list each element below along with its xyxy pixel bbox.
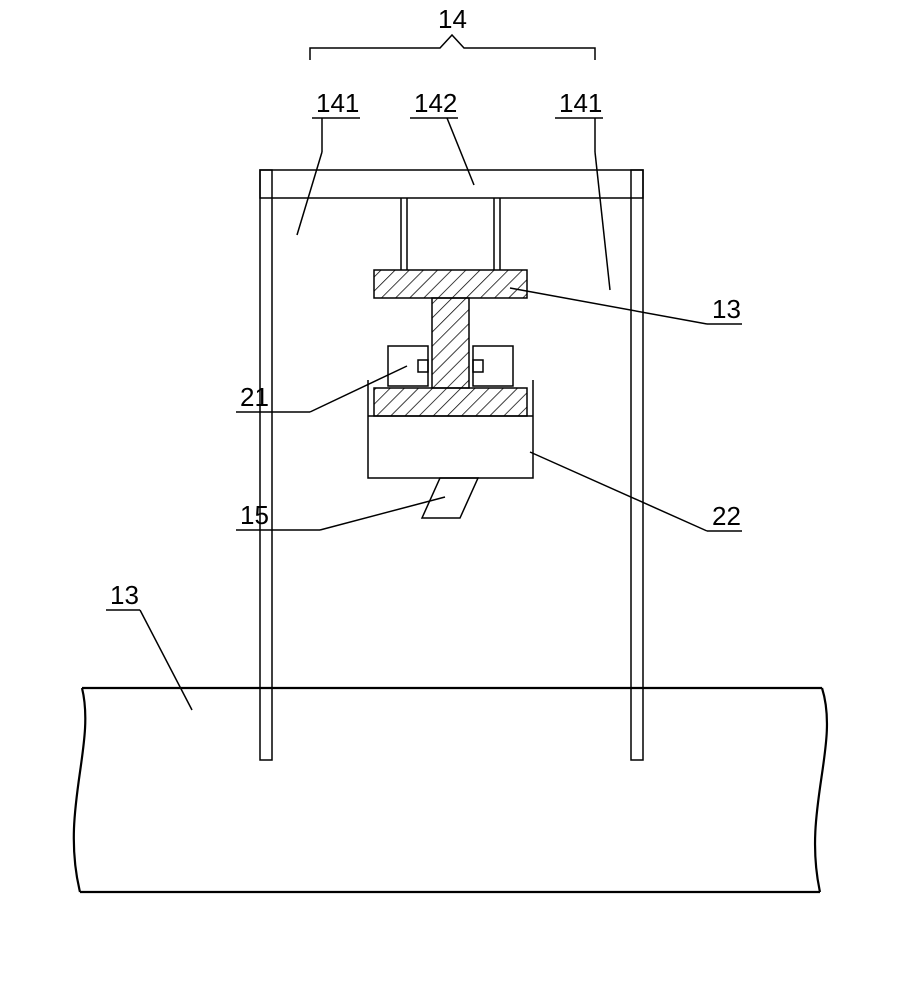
top-labels: 141 142 141 [297,88,610,290]
clamp-right-inner [473,360,483,372]
label-142: 142 [414,88,457,118]
label-13-right: 13 [712,294,741,324]
drop-141-right-b [595,152,610,290]
base-beam [74,688,827,892]
lead-13-left [140,610,192,710]
portal-frame [260,170,643,760]
i-beam-top-flange [374,270,527,298]
break-left [74,688,86,892]
label-141-left: 141 [316,88,359,118]
label-13-left: 13 [110,580,139,610]
lead-13-right [510,288,707,324]
label-21: 21 [240,382,269,412]
label-141-right: 141 [559,88,602,118]
label-14: 14 [438,4,467,34]
link-shape [422,478,478,518]
lead-15-b [320,497,445,530]
hangers [401,198,500,270]
i-beam-bottom-flange [374,388,527,416]
right-post [631,170,643,760]
i-beam-web [432,298,469,388]
drop-142 [447,118,474,185]
left-post [260,170,272,760]
label-15: 15 [240,500,269,530]
drop-141-left-b [297,152,322,235]
group-brace-14: 14 [310,4,595,60]
clamp-right-outer [473,346,513,386]
break-right [815,688,827,892]
link-15 [422,478,478,518]
lead-22 [530,452,707,531]
crossbeam [260,170,643,198]
clamp-left-inner [418,360,428,372]
clamp-left-outer [388,346,428,386]
callouts: 13 22 21 15 13 [106,288,742,710]
i-beam [374,270,527,416]
label-22: 22 [712,501,741,531]
brace-path [310,35,595,60]
